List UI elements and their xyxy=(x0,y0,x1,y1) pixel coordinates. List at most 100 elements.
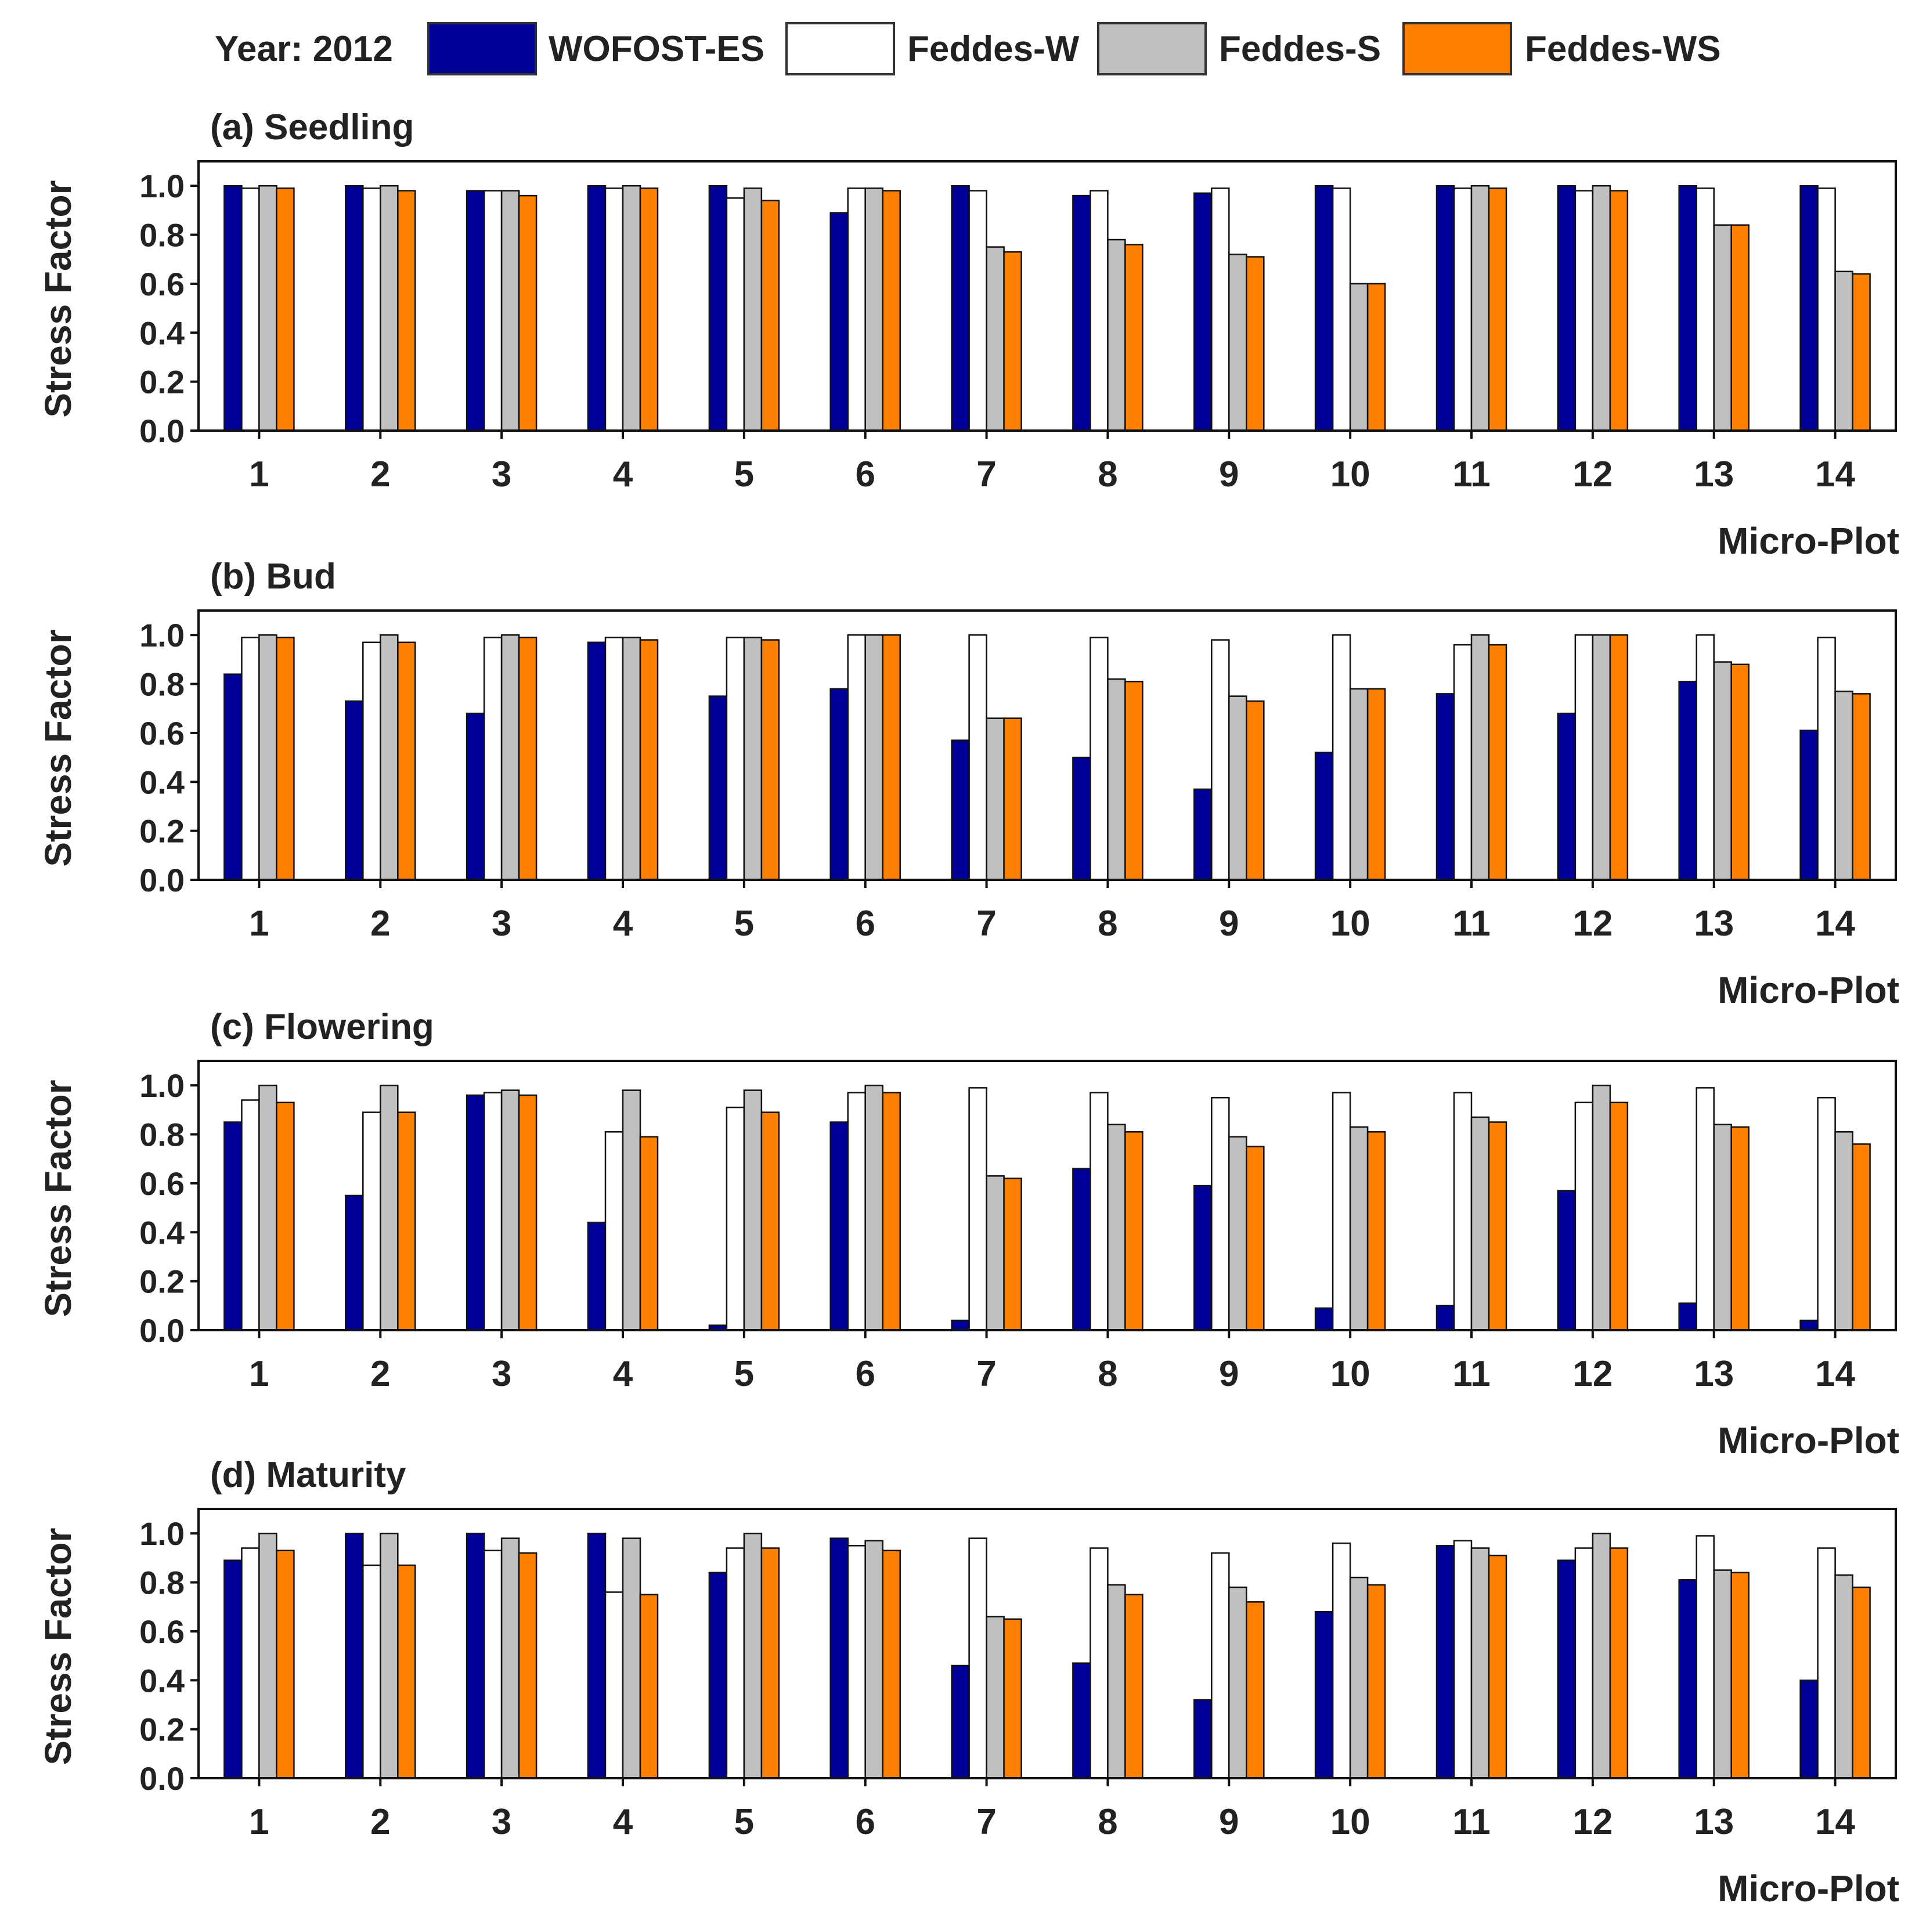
panel-title: (d) Maturity xyxy=(210,1455,406,1495)
bar-feddes-s-plot-3 xyxy=(500,190,520,432)
bar-feddes-ws-plot-4 xyxy=(639,1594,659,1779)
bar-wofost-es-plot-11 xyxy=(1435,1305,1455,1331)
x-tick-label: 2 xyxy=(370,1802,390,1842)
y-tick-label: 0.6 xyxy=(139,1613,185,1650)
plot-frame xyxy=(197,609,1897,881)
bar-feddes-s-plot-1 xyxy=(258,1532,277,1779)
x-tick-label: 12 xyxy=(1572,1802,1613,1842)
bar-wofost-es-plot-11 xyxy=(1435,693,1455,881)
bar-feddes-w-plot-3 xyxy=(483,637,503,881)
x-tick-label: 6 xyxy=(855,1802,875,1842)
y-tick-label: 0.4 xyxy=(139,764,185,800)
bar-feddes-ws-plot-9 xyxy=(1246,1146,1265,1331)
x-tick-label: 4 xyxy=(613,1354,633,1394)
bar-feddes-s-plot-11 xyxy=(1470,634,1490,881)
x-tick-label: 13 xyxy=(1694,454,1734,494)
bar-wofost-es-plot-10 xyxy=(1314,752,1334,881)
x-tick-label: 13 xyxy=(1694,1802,1734,1842)
legend-swatch-feddes-s xyxy=(1097,22,1207,75)
bar-feddes-w-plot-8 xyxy=(1090,1092,1109,1331)
panel-title: (c) Flowering xyxy=(210,1007,434,1047)
bar-feddes-s-plot-10 xyxy=(1349,283,1369,432)
y-tick-label: 0.0 xyxy=(139,862,185,898)
bar-feddes-w-plot-13 xyxy=(1696,1087,1715,1331)
x-tick-label: 7 xyxy=(976,1354,996,1394)
bar-feddes-s-plot-2 xyxy=(380,1084,399,1331)
bar-feddes-s-plot-6 xyxy=(864,1084,883,1331)
bar-wofost-es-plot-1 xyxy=(223,185,243,432)
bar-wofost-es-plot-1 xyxy=(223,1559,243,1779)
x-tick-label: 9 xyxy=(1219,904,1239,944)
bar-feddes-w-plot-4 xyxy=(604,1131,624,1331)
bar-feddes-ws-plot-10 xyxy=(1366,1584,1386,1779)
y-tick-label: 0.0 xyxy=(139,1312,185,1349)
x-tick-label: 4 xyxy=(613,454,633,494)
bar-feddes-s-plot-1 xyxy=(258,634,277,881)
bar-feddes-w-plot-10 xyxy=(1332,1092,1351,1331)
y-axis-label: Stress Factor xyxy=(37,629,79,866)
bar-feddes-s-plot-8 xyxy=(1107,1124,1126,1331)
bar-feddes-ws-plot-11 xyxy=(1488,1554,1507,1779)
y-tick-label: 0.4 xyxy=(139,1662,185,1699)
bar-feddes-ws-plot-13 xyxy=(1730,1572,1750,1779)
x-tick-label: 9 xyxy=(1219,454,1239,494)
x-tick-label: 1 xyxy=(249,904,269,944)
bar-feddes-s-plot-7 xyxy=(986,717,1005,881)
bar-feddes-s-plot-4 xyxy=(622,1537,641,1779)
bar-feddes-w-plot-6 xyxy=(847,1545,866,1779)
bar-feddes-ws-plot-5 xyxy=(760,639,780,881)
bar-wofost-es-plot-13 xyxy=(1678,1579,1697,1779)
bar-feddes-ws-plot-1 xyxy=(276,1550,295,1779)
bar-wofost-es-plot-3 xyxy=(466,712,485,881)
bar-feddes-s-plot-13 xyxy=(1713,1569,1732,1779)
y-tick-label: 0.4 xyxy=(139,1214,185,1251)
plot-frame xyxy=(197,160,1897,432)
bar-feddes-s-plot-5 xyxy=(743,187,763,432)
bar-feddes-ws-plot-8 xyxy=(1124,244,1144,432)
y-tick-label: 0.0 xyxy=(139,1760,185,1797)
panel-title: (b) Bud xyxy=(210,557,336,597)
x-axis-label: Micro-Plot xyxy=(1718,1868,1899,1909)
bar-feddes-w-plot-7 xyxy=(968,190,987,432)
bar-wofost-es-plot-8 xyxy=(1072,194,1091,432)
bar-feddes-s-plot-3 xyxy=(500,634,520,881)
x-tick-label: 3 xyxy=(492,1354,511,1394)
bar-feddes-w-plot-14 xyxy=(1817,1097,1836,1331)
bar-feddes-s-plot-8 xyxy=(1107,1584,1126,1779)
bar-feddes-ws-plot-7 xyxy=(1003,251,1022,432)
bar-wofost-es-plot-4 xyxy=(587,641,607,881)
bar-feddes-w-plot-1 xyxy=(241,187,260,432)
bar-feddes-w-plot-9 xyxy=(1211,639,1230,881)
bar-feddes-s-plot-7 xyxy=(986,1616,1005,1779)
x-tick-label: 9 xyxy=(1219,1802,1239,1842)
bar-feddes-s-plot-7 xyxy=(986,246,1005,432)
y-axis-label: Stress Factor xyxy=(37,1079,79,1317)
bar-feddes-s-plot-13 xyxy=(1713,1124,1732,1331)
bar-feddes-w-plot-7 xyxy=(968,1087,987,1331)
bar-feddes-w-plot-4 xyxy=(604,637,624,881)
bar-feddes-w-plot-11 xyxy=(1453,187,1473,432)
y-tick-label: 0.8 xyxy=(139,1565,185,1601)
bar-feddes-ws-plot-9 xyxy=(1246,256,1265,432)
legend-swatch-feddes-w xyxy=(785,22,895,75)
bar-feddes-ws-plot-11 xyxy=(1488,644,1507,881)
bar-feddes-s-plot-9 xyxy=(1228,254,1247,432)
bar-wofost-es-plot-14 xyxy=(1799,1680,1819,1779)
plot-frame xyxy=(197,1508,1897,1779)
legend-swatch-feddes-ws xyxy=(1402,22,1512,75)
bar-wofost-es-plot-9 xyxy=(1193,1699,1213,1779)
bar-feddes-ws-plot-14 xyxy=(1852,1586,1871,1779)
x-axis-label: Micro-Plot xyxy=(1718,969,1899,1011)
x-tick-label: 12 xyxy=(1572,1354,1613,1394)
y-axis-label: Stress Factor xyxy=(37,180,79,417)
bar-wofost-es-plot-8 xyxy=(1072,1662,1091,1779)
bar-feddes-ws-plot-2 xyxy=(397,1111,416,1331)
x-tick-label: 11 xyxy=(1452,454,1491,494)
bar-feddes-w-plot-14 xyxy=(1817,1547,1836,1779)
bar-wofost-es-plot-6 xyxy=(829,1121,849,1331)
bar-feddes-s-plot-5 xyxy=(743,637,763,881)
x-tick-label: 11 xyxy=(1452,1354,1491,1394)
bar-feddes-ws-plot-3 xyxy=(518,1552,538,1779)
